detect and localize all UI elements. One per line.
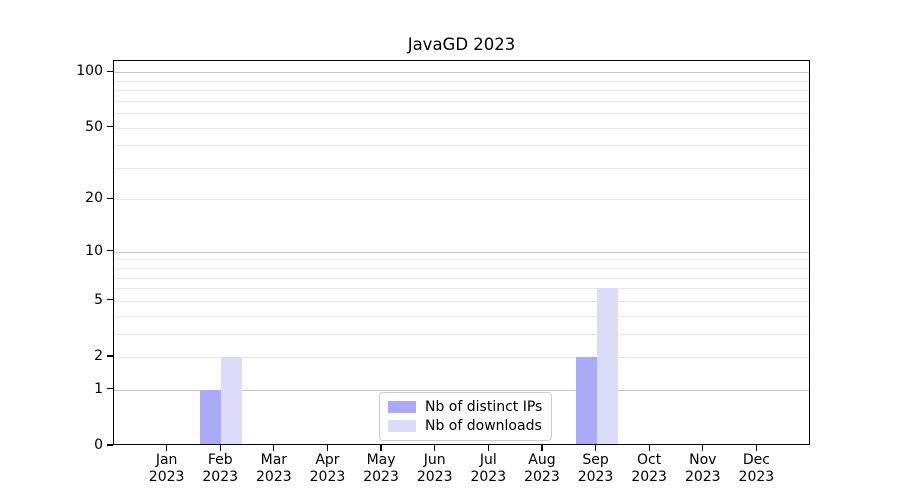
chart-title: JavaGD 2023 [407,35,516,54]
y-tick-label: 20 [85,190,103,207]
legend-swatch-distinct-ips [388,401,416,413]
x-tick-label: Apr 2023 [309,452,346,485]
minor-gridline [114,277,809,279]
minor-gridline [114,259,809,261]
x-tick-label: Oct 2023 [631,452,667,485]
bar-distinct-ips [575,357,597,444]
y-tick-label: 50 [85,118,103,135]
minor-gridline [114,100,809,102]
legend-label-distinct-ips: Nb of distinct IPs [425,399,543,415]
minor-gridline [114,357,809,358]
minor-gridline [114,333,809,335]
x-tick-mark [755,445,757,451]
legend-swatch-downloads [388,420,416,432]
minor-gridline [114,127,809,129]
minor-gridline [114,315,809,317]
y-tick-mark [107,250,113,252]
x-tick-mark [648,445,650,451]
minor-gridline [114,288,809,290]
minor-gridline [114,145,809,147]
plot-area [113,60,810,445]
y-tick-label: 10 [85,242,103,259]
y-tick-mark [107,299,113,301]
y-tick-mark [107,388,113,390]
y-tick-mark [107,70,113,72]
y-tick-label: 100 [76,63,103,80]
y-tick-label: 5 [94,291,103,308]
x-tick-mark [487,445,489,451]
x-tick-label: Jul 2023 [470,452,507,485]
legend-item-distinct-ips: Nb of distinct IPs [388,399,542,415]
x-tick-mark [380,445,382,451]
x-tick-mark [541,445,543,451]
bar-downloads [596,288,618,444]
y-tick-mark [107,355,113,357]
major-gridline [114,389,809,391]
x-tick-label: Dec 2023 [738,452,775,485]
x-tick-mark [166,445,168,451]
x-tick-label: Jun 2023 [416,452,453,485]
x-tick-mark [702,445,704,451]
minor-gridline [114,167,809,169]
x-tick-label: Mar 2023 [256,452,292,485]
y-tick-label: 1 [94,380,103,397]
y-tick-label: 0 [94,437,103,453]
minor-gridline [114,80,809,82]
x-tick-label: Nov 2023 [684,452,721,485]
minor-gridline [114,268,809,270]
bar-downloads [221,357,243,444]
x-tick-mark [273,445,275,451]
major-gridline [114,72,809,74]
y-tick-mark [107,444,113,446]
x-tick-label: Aug 2023 [524,452,560,485]
minor-gridline [114,300,809,302]
x-tick-label: Sep 2023 [577,452,614,485]
bar-distinct-ips [200,389,222,444]
legend: Nb of distinct IPs Nb of downloads [379,392,553,441]
y-tick-mark [107,125,113,128]
minor-gridline [114,113,809,115]
x-tick-label: Jan 2023 [148,452,185,485]
x-tick-label: Feb 2023 [202,452,239,485]
x-tick-mark [434,445,436,451]
minor-gridline [114,90,809,92]
major-gridline [114,251,809,253]
legend-label-downloads: Nb of downloads [425,418,542,434]
x-tick-mark [219,445,221,451]
x-tick-mark [594,445,597,451]
x-tick-mark [326,445,329,451]
x-tick-label: May 2023 [363,452,399,485]
minor-gridline [114,199,809,201]
legend-item-downloads: Nb of downloads [388,418,542,434]
y-tick-mark [107,197,113,199]
y-tick-label: 2 [94,348,103,364]
